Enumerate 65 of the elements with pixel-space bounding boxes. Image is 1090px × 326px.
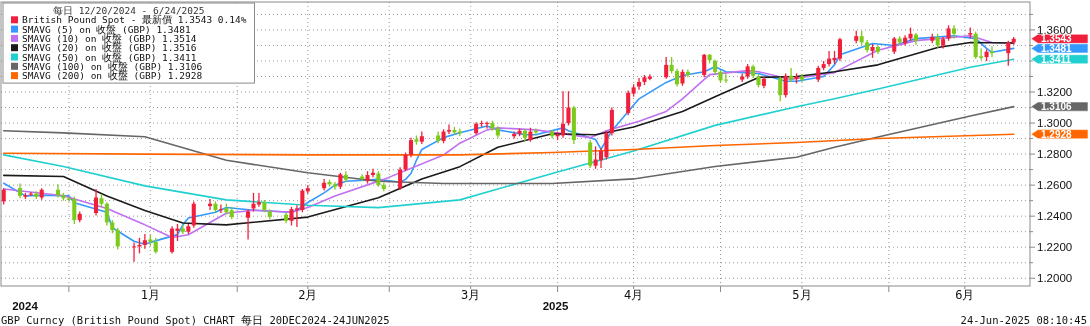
- line-series: [2, 105, 1015, 185]
- candlestick: [115, 227, 120, 251]
- candlestick: [322, 178, 327, 192]
- candlestick: [191, 200, 196, 229]
- candlestick: [55, 183, 61, 199]
- candlestick: [408, 137, 414, 158]
- text: 24-Jun-2025 08:10:45: [960, 314, 1087, 326]
- text: 2024: [12, 300, 39, 312]
- line-series: [2, 133, 1015, 156]
- text: 2025: [542, 300, 569, 312]
- y-tick-label: 1.2400: [1037, 210, 1073, 223]
- x-tick-label: 5月: [792, 288, 812, 302]
- candlestick: [588, 139, 593, 169]
- candlestick: [332, 181, 337, 191]
- candlestick: [1006, 40, 1011, 67]
- y-tick-label: 1.3200: [1037, 86, 1073, 99]
- candlestick: [104, 201, 109, 227]
- text: GBP Curncy (British Pound Spot) CHART 每日 20DEC2024-24JUN2025: [1, 314, 390, 326]
- y-tick-label: 1.3600: [1037, 23, 1073, 36]
- candlestick: [398, 166, 403, 191]
- candlestick: [560, 90, 566, 139]
- candlestick: [566, 90, 571, 127]
- x-tick-label: 2月: [298, 288, 318, 302]
- flag: 1.2928: [1030, 128, 1089, 140]
- candlestick: [626, 89, 631, 116]
- annotation: 1.2928: [1041, 128, 1073, 140]
- candlestick: [593, 145, 598, 170]
- x-tick-label: 1月: [140, 288, 160, 302]
- y-tick-label: 1.2800: [1037, 148, 1073, 161]
- candlestick: [180, 224, 185, 235]
- candlestick: [484, 120, 490, 130]
- x-tick-label: 4月: [623, 288, 644, 302]
- candlestick: [664, 56, 669, 80]
- y-tick-label: 1.2600: [1037, 179, 1073, 192]
- annotation: 1.3543: [1041, 33, 1073, 45]
- candlestick: [783, 72, 788, 99]
- candlestick: [403, 151, 408, 172]
- candlestick: [789, 67, 794, 83]
- flag: 1.3543: [1030, 33, 1089, 45]
- flag: 1.3481: [1030, 43, 1089, 54]
- candlestick: [246, 208, 251, 241]
- flag: 1.3411: [1030, 53, 1089, 65]
- candlestick: [218, 203, 223, 214]
- annotation: 1.3106: [1041, 101, 1073, 113]
- y-tick-label: 1.2000: [1037, 272, 1073, 285]
- y-tick-label: 1.2200: [1037, 241, 1073, 254]
- annotation: 1.3411: [1041, 53, 1072, 65]
- legend-title: 每日 12/20/2024 - 6/24/2025: [52, 5, 205, 16]
- candlestick: [132, 241, 137, 263]
- annotation: 1.3481: [1041, 43, 1073, 54]
- candlestick: [93, 188, 99, 217]
- candlestick: [637, 77, 642, 91]
- candlestick: [142, 233, 147, 250]
- flag: 1.3106: [1030, 101, 1089, 113]
- candlestick: [609, 106, 614, 137]
- legend-label: SMAVG (20) on 收盤 (GBP) 1.3516: [22, 42, 197, 54]
- candlestick: [702, 53, 707, 78]
- candlestick: [28, 191, 33, 197]
- candlestick: [778, 75, 783, 102]
- candlestick: [723, 72, 728, 84]
- x-tick-label: 3月: [461, 288, 481, 302]
- y-tick-label: 1.3000: [1037, 117, 1073, 130]
- x-tick-label: 6月: [955, 288, 975, 302]
- candlestick: [446, 123, 452, 135]
- legend-label: SMAVG (200) on 收盤 (GBP) 1.2928: [22, 70, 203, 82]
